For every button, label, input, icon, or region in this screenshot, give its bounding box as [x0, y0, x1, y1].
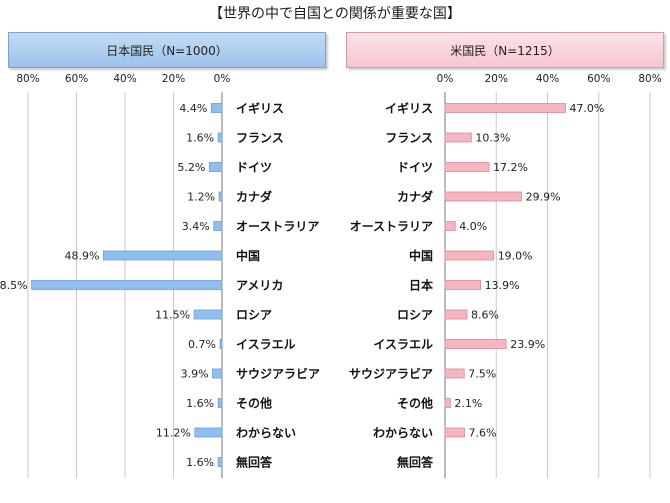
- jp-bar: [217, 132, 223, 143]
- jp-category-label: ロシア: [236, 308, 272, 322]
- us-bar: [444, 132, 472, 143]
- us-category-label: サウジアラビア: [349, 366, 433, 381]
- chart-title: 【世界の中で自国との関係が重要な国】: [209, 6, 461, 22]
- jp-category-label: イギリス: [236, 101, 284, 116]
- jp-value-label: 1.6%: [186, 397, 214, 410]
- us-category-label: イギリス: [385, 101, 433, 116]
- us-value-label: 13.9%: [485, 279, 520, 292]
- jp-bar: [213, 221, 223, 231]
- us-category-label: フランス: [385, 131, 433, 145]
- us-tick-label: 0%: [437, 73, 454, 85]
- us-value-label: 4.0%: [459, 220, 487, 233]
- jp-category-label: サウジアラビア: [236, 366, 320, 381]
- us-value-label: 47.0%: [569, 102, 604, 115]
- us-category-label: その他: [397, 396, 433, 411]
- jp-tick-label: 0%: [214, 73, 231, 85]
- us-category-label: ドイツ: [397, 161, 433, 175]
- jp-category-label: イスラエル: [236, 338, 296, 352]
- jp-bar: [210, 103, 223, 113]
- jp-value-label: 1.6%: [186, 132, 214, 145]
- jp-value-label: 5.2%: [177, 161, 205, 174]
- jp-value-label: 3.4%: [182, 220, 210, 233]
- jp-category-label: 中国: [236, 248, 260, 263]
- jp-bar: [208, 162, 223, 172]
- jp-bar: [217, 398, 223, 408]
- jp-value-label: 11.2%: [156, 427, 191, 440]
- jp-value-label: 1.2%: [187, 191, 215, 204]
- us-bar: [444, 250, 495, 261]
- us-tick-label: 20%: [485, 73, 508, 85]
- jp-tick-label: 20%: [162, 73, 185, 85]
- jp-bar: [103, 250, 223, 261]
- us-category-label: 中国: [409, 248, 433, 263]
- us-tick-label: 40%: [536, 73, 559, 85]
- us-bar: [444, 191, 523, 202]
- us-bar: [444, 398, 451, 408]
- us-bar: [444, 368, 465, 379]
- jp-tick-label: 40%: [113, 73, 136, 85]
- us-bar: [444, 280, 482, 290]
- jp-bar: [194, 427, 223, 438]
- us-value-label: 7.6%: [468, 427, 496, 440]
- jp-value-label: 11.5%: [155, 309, 190, 322]
- us-panel-header: 米国民（N=1215）: [346, 32, 664, 68]
- us-tick-label: 80%: [638, 73, 661, 85]
- jp-category-label: 無回答: [236, 455, 273, 470]
- jp-bar: [217, 457, 223, 467]
- us-bar: [444, 162, 490, 172]
- us-value-label: 29.9%: [526, 191, 561, 204]
- jp-value-label: 1.6%: [186, 456, 214, 469]
- us-category-label: ロシア: [397, 308, 433, 322]
- us-category-label: 無回答: [397, 455, 434, 470]
- jp-category-label: その他: [236, 396, 272, 411]
- us-value-label: 10.3%: [475, 132, 510, 145]
- jp-category-label: カナダ: [236, 189, 272, 204]
- jp-value-label: 0.7%: [188, 338, 216, 351]
- us-category-label: わからない: [373, 426, 433, 440]
- jp-category-label: フランス: [236, 131, 284, 145]
- us-category-label: オーストラリア: [350, 220, 433, 234]
- us-value-label: 2.1%: [454, 397, 482, 410]
- jp-tick-label: 80%: [16, 73, 39, 85]
- us-bar: [444, 339, 507, 349]
- jp-value-label: 78.5%: [0, 279, 28, 292]
- japan-panel-header: 日本国民（N=1000）: [8, 32, 326, 68]
- jp-value-label: 48.9%: [64, 250, 99, 263]
- jp-value-label: 4.4%: [179, 102, 207, 115]
- jp-bar: [218, 191, 223, 202]
- jp-bar: [31, 280, 223, 290]
- jp-tick-label: 60%: [65, 73, 88, 85]
- us-bar: [444, 309, 468, 320]
- jp-category-label: わからない: [236, 426, 296, 440]
- us-category-label: イスラエル: [373, 338, 433, 352]
- us-tick-label: 60%: [587, 73, 610, 85]
- us-value-label: 7.5%: [468, 368, 496, 381]
- jp-category-label: アメリカ: [236, 279, 283, 293]
- us-bar: [444, 221, 456, 231]
- jp-category-label: ドイツ: [236, 161, 272, 175]
- jp-category-label: オーストラリア: [236, 220, 319, 234]
- jp-bar: [219, 339, 223, 349]
- us-category-label: カナダ: [397, 189, 433, 204]
- us-value-label: 19.0%: [498, 250, 533, 263]
- us-value-label: 8.6%: [471, 309, 499, 322]
- jp-value-label: 3.9%: [181, 368, 209, 381]
- us-bar: [444, 103, 566, 113]
- us-value-label: 17.2%: [493, 161, 528, 174]
- us-value-label: 23.9%: [510, 338, 545, 351]
- us-bar: [444, 427, 465, 438]
- jp-bar: [212, 368, 223, 379]
- jp-bar: [193, 309, 223, 320]
- us-category-label: 日本: [409, 278, 433, 293]
